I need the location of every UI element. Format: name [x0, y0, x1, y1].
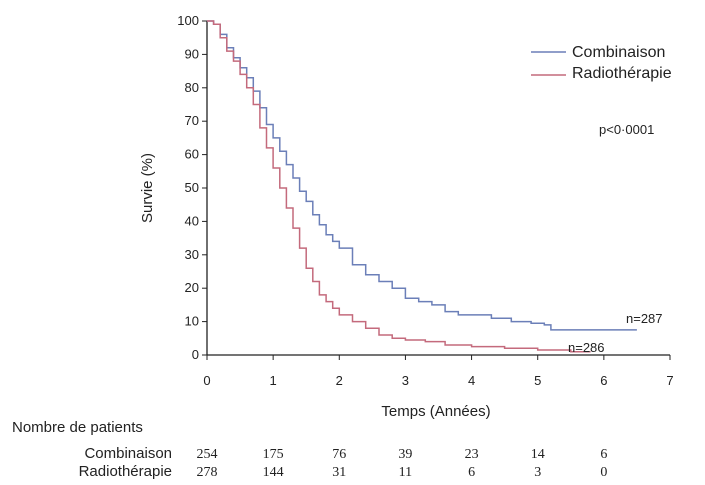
risk-row-label-radiotherapie: Radiothérapie [79, 463, 172, 480]
x-tick-label: 7 [666, 373, 673, 388]
n-label-combinaison: n=287 [626, 311, 663, 326]
risk-table-cell: 6 [468, 465, 475, 480]
x-tick-label: 4 [468, 373, 475, 388]
risk-table-cell: 3 [534, 465, 541, 480]
y-tick-label: 60 [185, 147, 199, 162]
risk-table-cell: 14 [531, 447, 545, 462]
x-tick-label: 1 [270, 373, 277, 388]
p-value-annotation: p<0·0001 [599, 122, 654, 137]
chart-axes: 0 10 20 30 40 50 60 70 80 90 100 0 1 2 3 4 5 6 7 [177, 13, 673, 388]
risk-table-cell: 0 [600, 465, 607, 480]
chart-series [207, 20, 637, 353]
y-tick-label: 80 [185, 80, 199, 95]
x-tick-label: 2 [336, 373, 343, 388]
risk-table-cell: 23 [465, 447, 479, 462]
y-tick-label: 100 [177, 13, 199, 28]
y-tick-label: 10 [185, 314, 199, 329]
y-axis-label: Survie (%) [139, 153, 156, 223]
x-tick-label: 0 [203, 373, 210, 388]
legend-label-combinaison: Combinaison [572, 44, 665, 61]
legend-label-radiotherapie: Radiothérapie [572, 65, 672, 82]
y-tick-label: 30 [185, 247, 199, 262]
risk-table-values: 254 175 76 39 23 14 6 278 144 31 11 6 3 0 [197, 447, 608, 480]
risk-table-cell: 6 [600, 447, 607, 462]
risk-table-title: Nombre de patients [12, 419, 143, 436]
x-tick-label: 5 [534, 373, 541, 388]
risk-table-cell: 144 [263, 465, 284, 480]
y-tick-label: 0 [192, 347, 199, 362]
y-tick-label: 70 [185, 113, 199, 128]
y-tick-label: 90 [185, 46, 199, 61]
risk-table-cell: 31 [332, 465, 346, 480]
risk-row-label-combinaison: Combinaison [84, 445, 172, 462]
x-tick-label: 6 [600, 373, 607, 388]
y-tick-label: 40 [185, 213, 199, 228]
n-label-radiotherapie: n=286 [568, 340, 605, 355]
risk-table-cell: 254 [197, 447, 218, 462]
risk-table-cell: 39 [398, 447, 412, 462]
x-axis-label: Temps (Années) [381, 403, 490, 420]
legend: Combinaison Radiothérapie [531, 44, 672, 82]
y-tick-label: 50 [185, 180, 199, 195]
risk-table-cell: 76 [332, 447, 346, 462]
x-tick-label: 3 [402, 373, 409, 388]
risk-table-cell: 278 [197, 465, 218, 480]
y-tick-label: 20 [185, 280, 199, 295]
series-line-radiotherapie [207, 20, 591, 353]
risk-table-cell: 175 [263, 447, 284, 462]
risk-table-cell: 11 [399, 465, 412, 480]
